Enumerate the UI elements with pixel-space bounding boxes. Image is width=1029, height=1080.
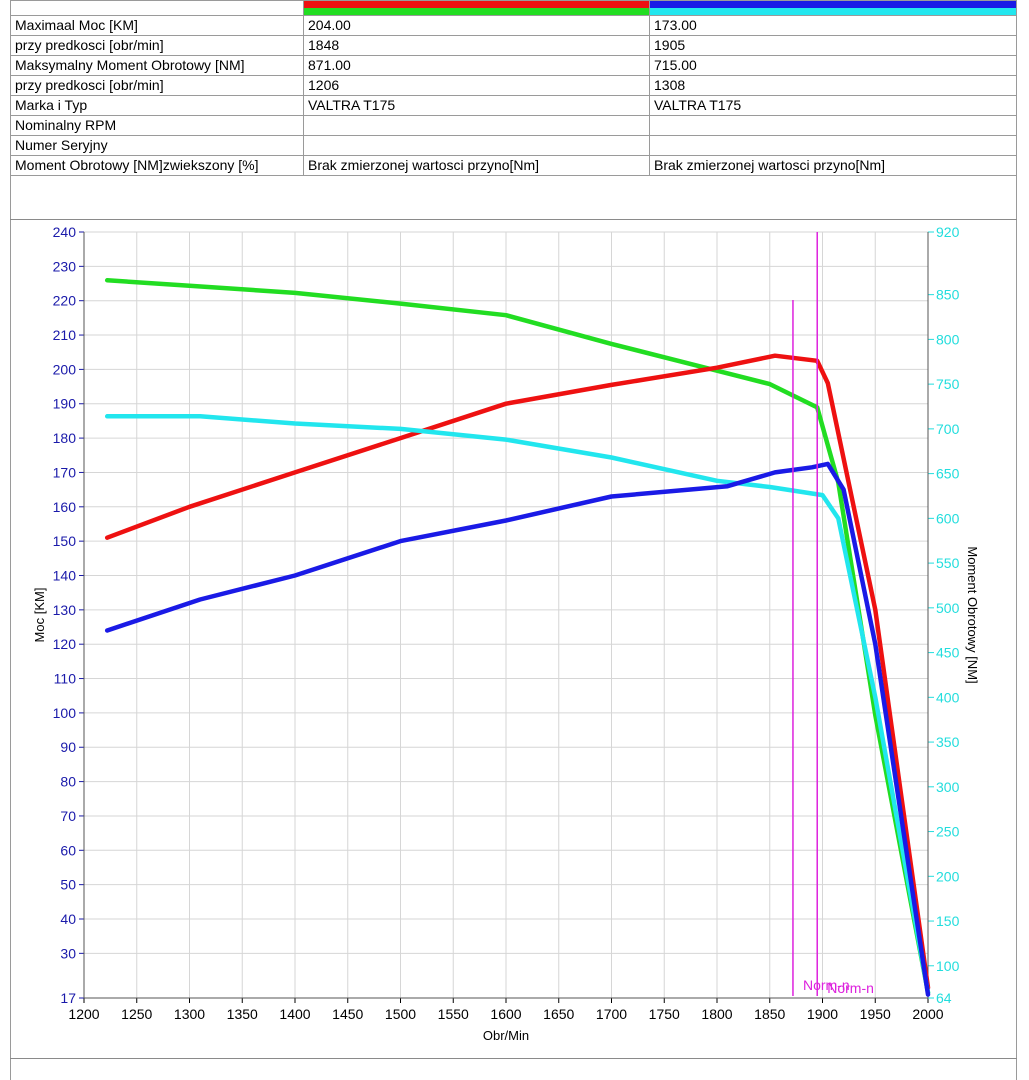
y-right-tick-label: 64 [936, 990, 952, 1006]
series-1-power-swatch [304, 1, 649, 8]
y-left-tick-label: 190 [53, 396, 77, 412]
y-left-tick-label: 210 [53, 327, 77, 343]
y-left-tick-label: 80 [60, 774, 76, 790]
report-sheet [10, 0, 1017, 1080]
chart-axes: 1200 1250 1300 1350 1400 1450 1500 1550 1600 1650… [53, 224, 960, 1022]
y-right-tick-label: 700 [936, 421, 960, 437]
y-left-tick-label: 100 [53, 705, 77, 721]
series-line-moc-1 [104, 353, 931, 990]
y-right-tick-label: 650 [936, 466, 960, 482]
y-left-tick-label: 220 [53, 293, 77, 309]
x-tick-label: 1250 [121, 1006, 152, 1022]
row-value-2: Brak zmierzonej wartosci przyno[Nm] [649, 155, 1017, 176]
y-left-tick-label: 140 [53, 567, 77, 583]
x-tick-label: 1700 [596, 1006, 627, 1022]
y-left-tick-label: 110 [54, 671, 77, 687]
x-tick-label: 1650 [543, 1006, 574, 1022]
row-value-2: 1905 [649, 35, 1017, 56]
y-left-tick-label: 150 [53, 533, 77, 549]
x-tick-label: 1500 [385, 1006, 416, 1022]
chart-series [104, 278, 931, 997]
y-left-axis-label: Moc [KM] [32, 588, 47, 643]
y-right-tick-label: 200 [936, 868, 960, 884]
series-line-moment-obrotowy-1 [104, 278, 931, 995]
norm-n-marker-label: Norm-n [803, 977, 850, 993]
series-2-torque-swatch [650, 8, 1016, 15]
engine-info-table: Maximaal Moc [KM] 204.00 173.00 przy pre… [10, 0, 1017, 176]
x-tick-label: 2000 [912, 1006, 943, 1022]
y-left-tick-label: 180 [53, 430, 77, 446]
y-left-tick-label: 40 [60, 911, 76, 927]
y-left-tick-label: 230 [53, 258, 77, 274]
section-divider [10, 1058, 1017, 1059]
y-right-axis-label: Moment Obrotowy [NM] [965, 546, 980, 683]
y-right-tick-label: 600 [936, 510, 960, 526]
x-tick-label: 1450 [332, 1006, 363, 1022]
y-right-tick-label: 250 [936, 824, 960, 840]
legend-swatch-row [10, 0, 1017, 16]
x-tick-label: 1550 [438, 1006, 469, 1022]
y-right-tick-label: 400 [936, 689, 960, 705]
y-right-tick-label: 920 [936, 224, 960, 240]
y-left-tick-label: 120 [53, 636, 77, 652]
y-left-tick-label: 70 [60, 808, 76, 824]
y-right-tick-label: 850 [936, 287, 960, 303]
x-tick-label: 1850 [754, 1006, 785, 1022]
x-tick-label: 1950 [860, 1006, 891, 1022]
y-left-tick-label: 90 [60, 739, 76, 755]
y-right-tick-label: 800 [936, 331, 960, 347]
y-right-tick-label: 150 [936, 913, 960, 929]
y-left-tick-label: 240 [53, 224, 77, 240]
y-left-tick-label: 60 [60, 842, 76, 858]
series-line-moc-2 [104, 461, 931, 997]
table-row: Nominalny RPM [10, 115, 1017, 136]
x-tick-label: 1750 [649, 1006, 680, 1022]
y-right-tick-label: 300 [936, 779, 960, 795]
x-tick-label: 1800 [701, 1006, 732, 1022]
y-left-tick-label: 160 [53, 499, 77, 515]
y-left-tick-label: 200 [53, 361, 77, 377]
x-tick-label: 1600 [490, 1006, 521, 1022]
table-row: Moment Obrotowy [NM]zwiekszony [%] Brak … [10, 155, 1017, 176]
row-label: przy predkosci [obr/min] [10, 35, 304, 56]
row-value-1: Brak zmierzonej wartosci przyno[Nm] [303, 155, 650, 176]
table-row: Maksymalny Moment Obrotowy [NM] 871.00 7… [10, 55, 1017, 76]
table-row: Numer Seryjny [10, 135, 1017, 156]
x-axis-label: Obr/Min [483, 1028, 529, 1043]
series-2-power-swatch [650, 1, 1016, 8]
x-tick-label: 1350 [227, 1006, 258, 1022]
y-left-tick-label: 30 [60, 945, 76, 961]
y-left-tick-label: 50 [60, 877, 76, 893]
x-tick-label: 1200 [68, 1006, 99, 1022]
y-right-tick-label: 450 [936, 645, 960, 661]
row-label: Maksymalny Moment Obrotowy [NM] [10, 55, 304, 76]
row-label: Moment Obrotowy [NM]zwiekszony [%] [10, 155, 304, 176]
series-1-torque-swatch [304, 8, 649, 15]
x-tick-label: 1300 [174, 1006, 205, 1022]
table-row: Maximaal Moc [KM] 204.00 173.00 [10, 15, 1017, 36]
section-divider [10, 219, 1017, 220]
y-right-tick-label: 750 [936, 376, 960, 392]
y-right-tick-label: 550 [936, 555, 960, 571]
y-left-tick-label: 170 [53, 464, 77, 480]
x-tick-label: 1900 [807, 1006, 838, 1022]
y-right-tick-label: 100 [936, 958, 960, 974]
x-tick-label: 1400 [279, 1006, 310, 1022]
y-right-tick-label: 500 [936, 600, 960, 616]
norm-n-marker-label: Norm-n [827, 980, 874, 996]
series-line-moment-obrotowy-2 [104, 414, 931, 995]
y-left-tick-label: 130 [53, 602, 77, 618]
chart-grid [83, 231, 929, 999]
y-left-tick-label: 17 [60, 990, 76, 1006]
table-row: przy predkosci [obr/min] 1206 1308 [10, 75, 1017, 96]
row-label: Numer Seryjny [10, 135, 304, 156]
row-label: Marka i Typ [10, 95, 304, 116]
y-right-tick-label: 350 [936, 734, 960, 750]
